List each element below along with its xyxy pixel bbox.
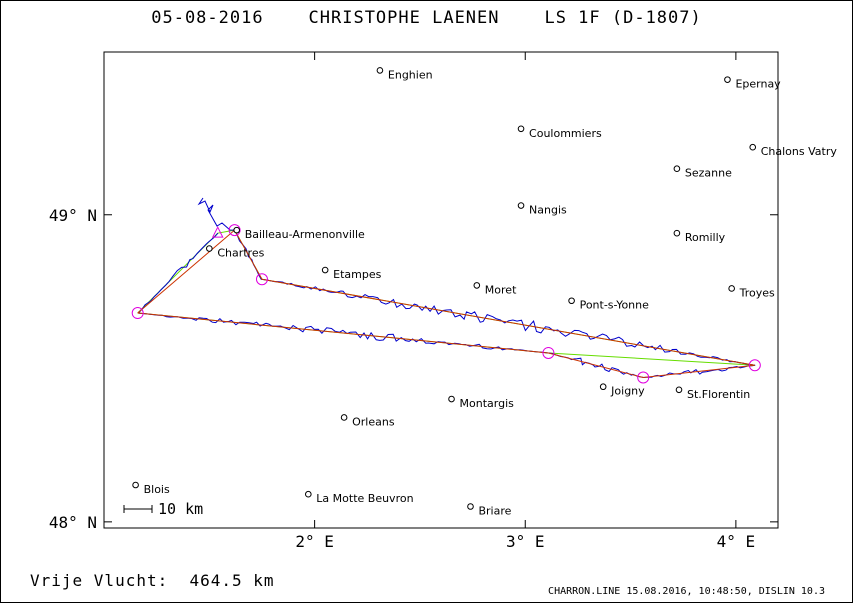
scale-bar-label: 10 km bbox=[158, 500, 203, 518]
turnpoint-marker bbox=[131, 307, 144, 320]
city-dot bbox=[132, 481, 139, 489]
city-label: Montargis bbox=[460, 397, 515, 410]
x-tick-label: 4° E bbox=[717, 532, 756, 551]
city-dot bbox=[673, 165, 681, 172]
city-dot bbox=[599, 383, 607, 391]
start-marker bbox=[211, 226, 224, 238]
city-label: Epernay bbox=[735, 78, 781, 91]
city-label: Coulommiers bbox=[529, 127, 602, 140]
credit-line: CHARRON.LINE 15.08.2016, 10:48:50, DISLI… bbox=[548, 586, 825, 597]
city-label: Briare bbox=[478, 505, 511, 518]
city-dot bbox=[376, 67, 384, 74]
gps-track-line bbox=[138, 197, 756, 378]
distance-value: 464.5 km bbox=[189, 571, 275, 590]
x-tick-label: 2° E bbox=[295, 532, 334, 551]
map-border bbox=[103, 51, 779, 529]
city-dot bbox=[675, 386, 683, 394]
city-dot bbox=[467, 503, 474, 510]
city-dot bbox=[517, 125, 525, 133]
city-label: Blois bbox=[144, 483, 170, 496]
city-label: Joigny bbox=[610, 385, 645, 398]
city-label: Pont-s-Yonne bbox=[580, 299, 650, 312]
flight-title: 05-08-2016 CHRISTOPHE LAENEN LS 1F (D-18… bbox=[151, 8, 702, 28]
city-dot bbox=[568, 297, 575, 305]
city-label: Bailleau-Armenonville bbox=[245, 228, 365, 241]
city-label: Sezanne bbox=[685, 167, 732, 180]
city-dot bbox=[321, 266, 329, 274]
turnpoint-marker bbox=[542, 346, 555, 359]
turnpoint-marker bbox=[228, 224, 241, 237]
city-label: Chalons Vatry bbox=[761, 145, 838, 158]
city-dot bbox=[206, 245, 213, 252]
y-tick-label: 48° N bbox=[49, 513, 97, 532]
city-markers: Enghien Epernay Coulommiers Chalons Vatry Se… bbox=[132, 67, 838, 518]
flight-track bbox=[138, 197, 756, 378]
city-dot bbox=[233, 226, 240, 234]
turnpoint-marker bbox=[748, 359, 761, 372]
distance-label: Vrije Vlucht: bbox=[30, 571, 169, 590]
city-label: Nangis bbox=[529, 204, 567, 217]
city-dot bbox=[724, 76, 731, 83]
city-label: La Motte Beuvron bbox=[316, 492, 413, 505]
city-label: Moret bbox=[485, 283, 517, 296]
city-dot bbox=[473, 282, 481, 289]
city-dot bbox=[305, 490, 312, 498]
city-label: Chartres bbox=[217, 247, 264, 260]
turnpoint-marker bbox=[637, 371, 650, 384]
city-dot bbox=[749, 143, 757, 151]
city-dot bbox=[673, 229, 681, 237]
city-dot bbox=[448, 395, 455, 403]
city-label: Orleans bbox=[352, 415, 395, 428]
city-dot bbox=[340, 414, 348, 421]
scale-bar: 10 km bbox=[123, 500, 203, 518]
turnpoint-marker bbox=[255, 273, 268, 286]
axis-ticks: 2° E 3° E 4° E 49° N 48° N bbox=[49, 52, 778, 551]
city-label: Enghien bbox=[388, 68, 433, 81]
city-label: St.Florentin bbox=[687, 388, 750, 401]
city-dot bbox=[517, 202, 525, 209]
city-label: Etampes bbox=[333, 268, 381, 281]
city-label: Romilly bbox=[685, 231, 726, 244]
city-dot bbox=[728, 285, 735, 292]
turnpoints bbox=[131, 224, 761, 384]
distance-summary: Vrije Vlucht: 464.5 km bbox=[30, 571, 275, 590]
city-label: Troyes bbox=[739, 286, 775, 299]
y-tick-label: 49° N bbox=[49, 206, 97, 225]
x-tick-label: 3° E bbox=[506, 532, 545, 551]
